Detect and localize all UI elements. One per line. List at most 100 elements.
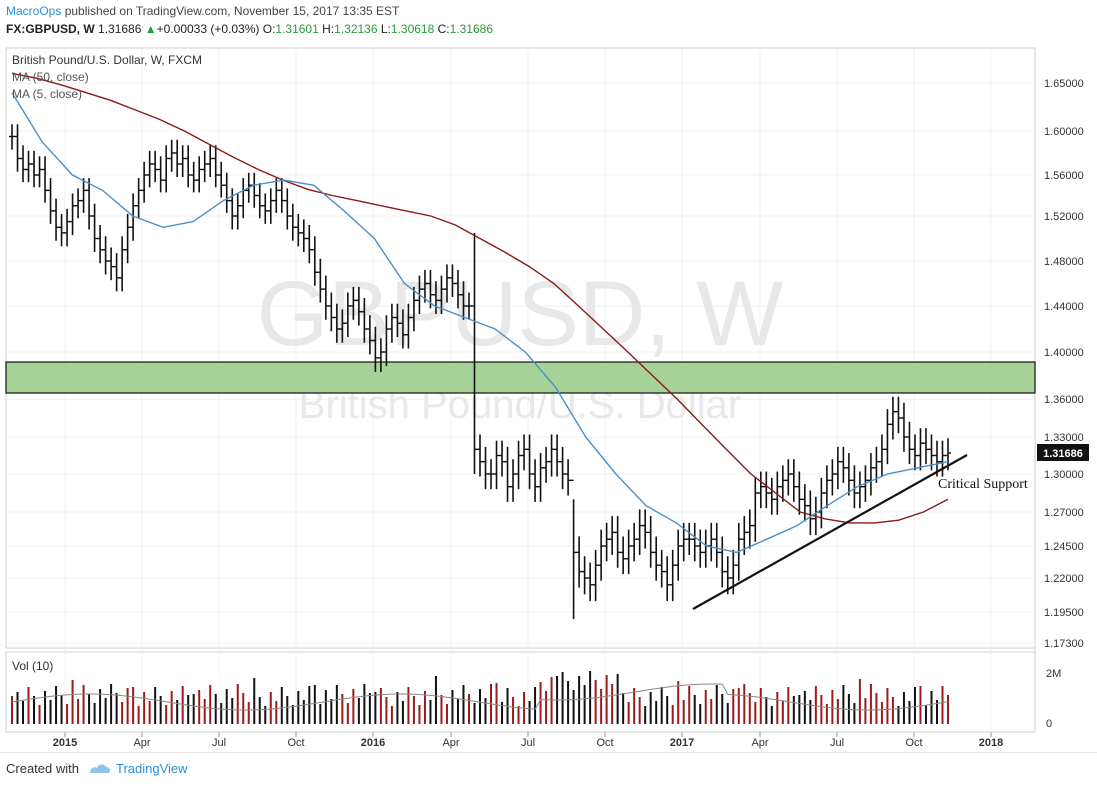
price-bar <box>449 264 456 297</box>
price-bar <box>108 247 115 281</box>
price-bar <box>576 536 583 588</box>
price-bar <box>548 434 555 477</box>
ma5-line <box>11 92 949 554</box>
y-tick-label: 1.24500 <box>1044 541 1084 553</box>
price-bar <box>179 145 186 178</box>
price-bar <box>510 459 517 502</box>
price-bar <box>570 479 577 620</box>
price-bar <box>47 178 54 224</box>
last-price: 1.31686 <box>98 22 142 36</box>
y-tick-label: 1.40000 <box>1044 347 1084 359</box>
price-bar <box>273 178 280 213</box>
price-bar <box>377 338 384 372</box>
symbol-label: FX:GBPUSD, W <box>6 22 95 36</box>
price-bar <box>834 446 841 490</box>
price-axis[interactable] <box>1035 48 1097 732</box>
price-bar <box>752 477 759 542</box>
critical-support-label: Critical Support <box>938 477 1028 492</box>
price-bar <box>69 193 76 236</box>
price-bar <box>779 465 786 502</box>
price-bar <box>124 213 131 264</box>
price-bar <box>823 465 830 509</box>
price-bar <box>851 465 858 509</box>
price-bar <box>394 303 401 338</box>
price-bar <box>113 253 120 292</box>
price-bar <box>526 434 533 490</box>
author-link[interactable]: MacroOps <box>6 4 62 18</box>
low-label: L: <box>380 22 391 36</box>
chart-header: MacroOps published on TradingView.com, N… <box>0 0 1097 38</box>
price-bar <box>653 536 660 581</box>
y-axis-ticks: 1.65000 1.60000 1.56000 1.52000 1.48000 1.440… <box>1044 78 1084 650</box>
x-axis-ticks: 2015 Apr Jul Oct 2016 Apr Jul Oct 2017 Apr Jul Oct 2… <box>53 732 1003 749</box>
price-bar <box>36 156 43 188</box>
price-bar <box>256 183 263 219</box>
price-bar <box>317 258 324 303</box>
x-tick-label: Apr <box>133 737 150 749</box>
price-bar <box>383 315 390 367</box>
x-tick-label: Oct <box>596 737 613 749</box>
price-bar <box>477 434 483 477</box>
price-bar <box>262 193 269 224</box>
tradingview-link[interactable]: TradingView <box>116 761 188 776</box>
price-bar <box>311 236 318 286</box>
price-bar <box>719 536 726 588</box>
price-bar <box>25 150 32 183</box>
high-value: 1.32136 <box>334 22 378 36</box>
price-bar <box>878 434 885 477</box>
price-bar <box>493 440 500 490</box>
price-bar <box>647 516 654 568</box>
price-bar <box>438 275 445 315</box>
price-bar <box>141 161 148 203</box>
price-bar <box>807 490 814 536</box>
price-bar <box>328 292 335 332</box>
y-tick-label: 1.33000 <box>1044 432 1084 444</box>
price-bar <box>91 203 98 252</box>
x-tick-label: Jul <box>212 737 226 749</box>
price-chart[interactable]: GBPUSD, W British Pound/U.S. Dollar Crit… <box>0 0 1097 752</box>
y-tick-label: 1.27000 <box>1044 507 1084 519</box>
change-arrow-icon: ▲ <box>144 22 157 36</box>
price-bar <box>917 428 924 471</box>
change-value: +0.00033 (+0.03%) <box>156 22 260 36</box>
volume-ma-line <box>11 683 949 711</box>
price-bar <box>350 286 357 320</box>
price-bar <box>757 471 764 509</box>
price-bar <box>532 459 539 502</box>
open-value: 1.31601 <box>275 22 319 36</box>
price-bar <box>372 326 379 372</box>
x-tick-label: 2017 <box>670 737 694 749</box>
price-bar <box>521 434 528 471</box>
x-tick-label: Oct <box>287 737 304 749</box>
price-bar <box>295 213 302 247</box>
price-bar <box>845 453 852 496</box>
close-value: 1.31686 <box>449 22 494 36</box>
price-bar <box>223 172 230 213</box>
open-label: O: <box>262 22 276 36</box>
price-bar <box>581 556 588 595</box>
tradingview-logo-icon <box>90 764 110 773</box>
price-bar <box>75 188 82 219</box>
price-bar <box>620 536 627 575</box>
price-bar <box>922 428 929 465</box>
price-bar <box>135 178 142 219</box>
price-bar <box>675 529 682 581</box>
x-tick-label: Jul <box>830 737 844 749</box>
x-tick-label: 2015 <box>53 737 77 749</box>
resistance-zone[interactable] <box>5 361 1036 394</box>
price-bar <box>284 188 291 230</box>
legend-ma50[interactable]: MA (50, close) <box>12 70 89 84</box>
volume-tick-0: 0 <box>1046 718 1052 730</box>
price-bar <box>614 516 621 568</box>
publish-line: MacroOps published on TradingView.com, N… <box>6 4 399 18</box>
price-bar <box>724 556 731 595</box>
price-bar <box>355 286 362 326</box>
price-bar <box>658 549 665 588</box>
price-bar <box>625 529 632 575</box>
price-bar <box>80 178 87 213</box>
price-bar <box>840 446 847 483</box>
legend-ma5[interactable]: MA (5, close) <box>12 87 82 101</box>
support-trendline[interactable] <box>692 454 968 610</box>
price-bar <box>229 188 236 230</box>
price-bar <box>421 270 428 303</box>
